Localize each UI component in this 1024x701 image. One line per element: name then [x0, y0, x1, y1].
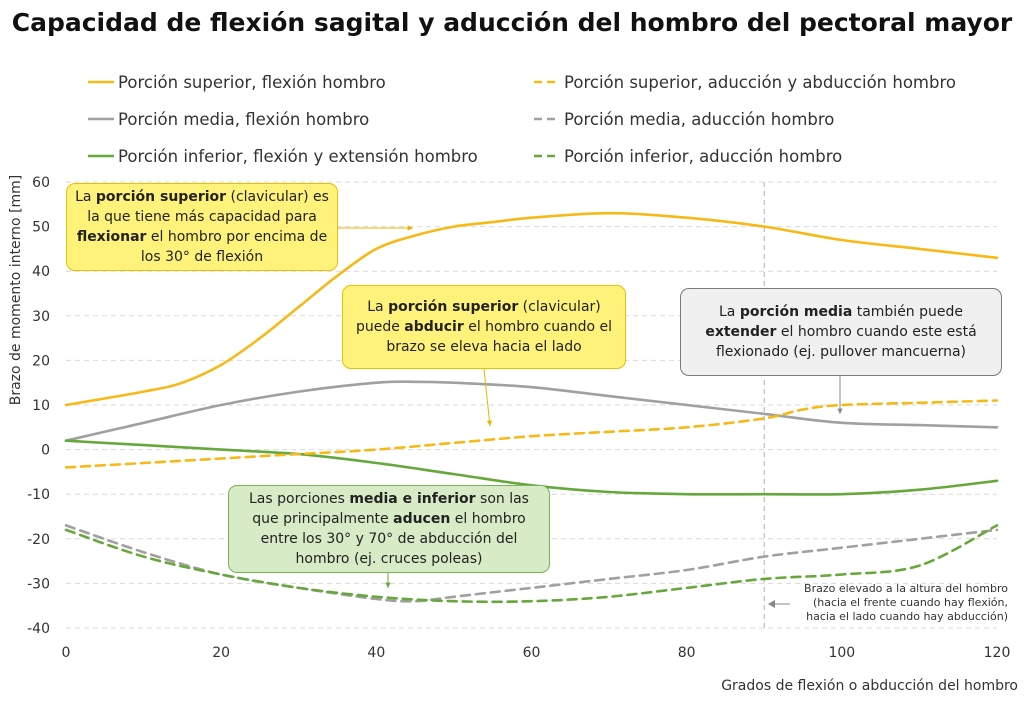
- annotation-bold: flexionar: [76, 229, 147, 245]
- annotation-bold: aducen: [393, 511, 451, 527]
- series-lines: [64, 211, 999, 604]
- reference-line-note-line: (hacia el frente cuando hay flexión,: [812, 596, 1008, 609]
- legend: Porción superior, flexión hombro Porción …: [88, 73, 956, 166]
- annotation-text: el hombro cuando este está flexionado (e…: [715, 324, 977, 360]
- annotation-text: son las que principalmente: [252, 491, 529, 527]
- legend-entry: Porción superior, flexión hombro: [118, 73, 386, 92]
- annotation-text: La: [718, 304, 740, 320]
- y-tick-label: -10: [27, 487, 50, 503]
- x-tick-label: 60: [523, 645, 541, 661]
- annotation-bold: media e inferior: [349, 491, 476, 507]
- annotation-text: el hombro entre los 30° y 70° de abducci…: [260, 511, 526, 567]
- y-tick-label: -40: [27, 621, 50, 637]
- y-tick-label: 40: [32, 264, 50, 280]
- annotation-text: el hombro cuando el brazo se eleva hacia…: [386, 319, 613, 355]
- arrow-superior-abduccion-head: [486, 420, 493, 426]
- x-tick-label: 120: [984, 645, 1011, 661]
- annotation-media-inferior-aduccion: Las porciones media e inferior son las q…: [228, 485, 550, 573]
- series-line-2: [64, 380, 999, 442]
- reference-line-note: Brazo elevado a la altura del hombro (ha…: [740, 582, 1008, 624]
- arrow-media-inferior-head: [385, 582, 391, 588]
- annotation-superior-flexion: La porción superior (clavicular) es la q…: [66, 183, 338, 271]
- axes: -40 -30 -20 -10 0 10 20 30 40 50 60 0 20 40 60 80 100 120: [27, 175, 1010, 661]
- x-axis-title: Grados de flexión o abducción del hombro: [721, 678, 1018, 694]
- annotation-text: La: [367, 299, 389, 315]
- legend-entry: Porción inferior, aducción hombro: [564, 147, 842, 166]
- series-line-5: [64, 524, 999, 603]
- legend-entry: Porción inferior, flexión y extensión ho…: [118, 147, 478, 166]
- series-line-6: [64, 524, 999, 604]
- series-line-4: [64, 399, 999, 469]
- arrow-media-extension-head: [837, 408, 843, 414]
- y-tick-label: -20: [27, 532, 50, 548]
- chart-title: Capacidad de flexión sagital y aducción …: [11, 8, 1013, 37]
- annotation-text: el hombro por encima de los 30° de flexi…: [140, 229, 328, 265]
- x-tick-label: 40: [367, 645, 385, 661]
- annotation-text: (clavicular) es la que tiene más capacid…: [87, 189, 329, 225]
- y-tick-label: 60: [32, 175, 50, 191]
- reference-line: [763, 182, 790, 628]
- y-tick-label: 10: [32, 398, 50, 414]
- y-tick-label: 30: [32, 309, 50, 325]
- legend-entry: Porción media, aducción hombro: [564, 110, 834, 129]
- annotation-bold: porción media: [739, 304, 853, 320]
- annotation-text: Las porciones: [249, 491, 350, 507]
- x-tick-label: 0: [62, 645, 71, 661]
- arrow-superior-abduccion-shaft: [483, 368, 491, 427]
- arrow-superior-flexion-head: [407, 225, 413, 231]
- annotation-bold: abducir: [404, 319, 464, 335]
- y-tick-label: 20: [32, 353, 50, 369]
- x-tick-label: 20: [212, 645, 230, 661]
- annotation-text: también puede: [852, 304, 964, 320]
- annotation-superior-abduccion: La porción superior (clavicular) puede a…: [342, 285, 626, 369]
- series-line-1: [64, 211, 999, 407]
- x-tick-label: 100: [828, 645, 855, 661]
- legend-entry: Porción superior, aducción y abducción h…: [564, 73, 956, 92]
- annotation-text: (clavicular) puede: [355, 299, 601, 335]
- y-tick-label: -30: [27, 576, 50, 592]
- annotation-bold: porción superior: [388, 299, 519, 315]
- annotation-arrows: [338, 225, 843, 588]
- annotation-text: La: [75, 189, 96, 205]
- annotation-bold: extender: [705, 324, 777, 340]
- annotation-media-extension: La porción media también puede extender …: [680, 288, 1002, 376]
- y-axis-title: Brazo de momento interno [mm]: [8, 175, 24, 406]
- reference-line-note-line: hacia el lado cuando hay abducción): [806, 610, 1008, 623]
- reference-line-note-line: Brazo elevado a la altura del hombro: [804, 582, 1008, 595]
- x-tick-label: 80: [678, 645, 696, 661]
- legend-entry: Porción media, flexión hombro: [118, 110, 369, 129]
- y-tick-label: 0: [41, 443, 50, 459]
- annotation-bold: porción superior: [95, 189, 227, 205]
- reference-arrow-head: [768, 600, 775, 608]
- y-tick-label: 50: [32, 220, 50, 236]
